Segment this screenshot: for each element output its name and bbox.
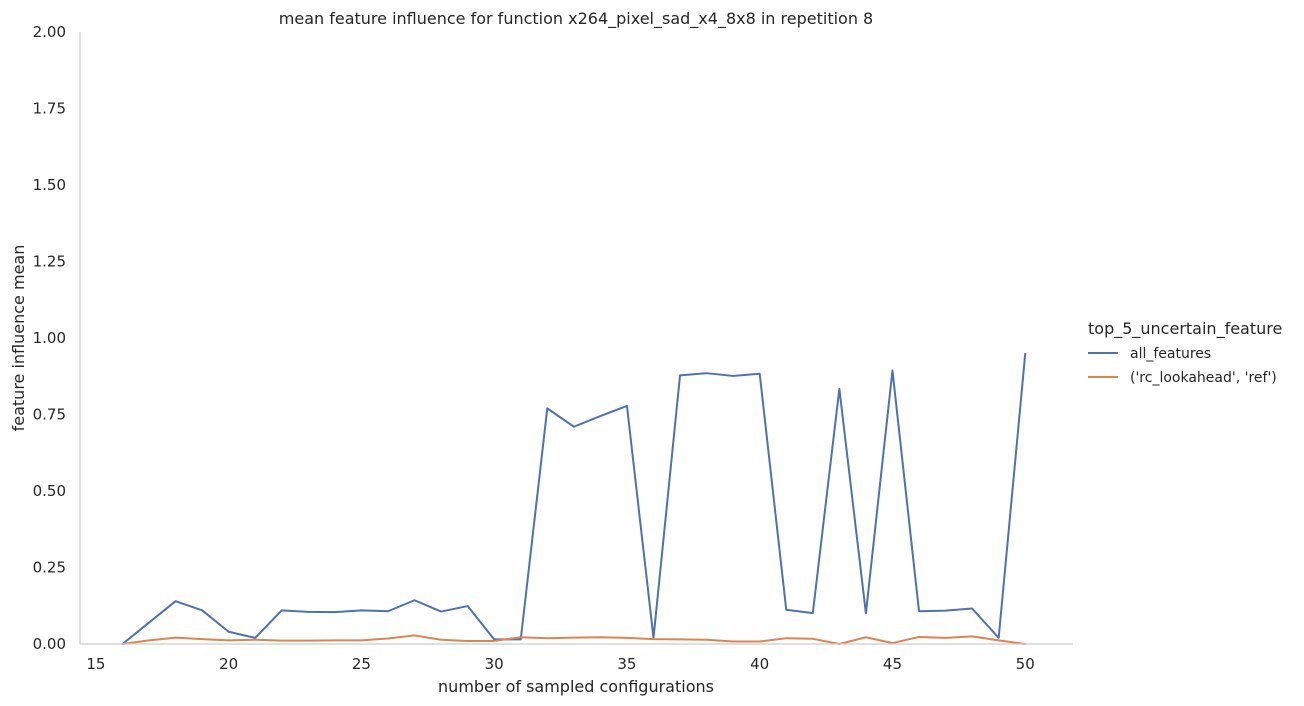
chart-title: mean feature influence for function x264…: [279, 9, 873, 29]
y-tick-label: 0.25: [33, 559, 66, 577]
x-tick-label: 45: [883, 655, 902, 673]
plot-area: [121, 352, 1027, 645]
x-axis-title: number of sampled configurations: [438, 677, 714, 696]
series-line-1: [121, 352, 1027, 645]
legend-title: top_5_uncertain_feature: [1088, 319, 1282, 339]
y-tick-label: 0.75: [33, 406, 66, 424]
x-tick-label: 30: [485, 655, 504, 673]
x-tick-label: 20: [219, 655, 238, 673]
y-tick-label: 1.50: [33, 176, 66, 194]
x-tick-label: 40: [750, 655, 769, 673]
y-tick-label: 1.00: [33, 329, 66, 347]
y-tick-label: 1.25: [33, 253, 66, 271]
x-tick-label: 25: [352, 655, 371, 673]
series-line-2: [121, 634, 1027, 645]
x-tick-label: 50: [1016, 655, 1035, 673]
y-axis: 0.00 0.25 0.50 0.75 1.00 1.25 1.50 1.75 2.00: [33, 23, 81, 653]
y-tick-label: 0.00: [33, 635, 66, 653]
x-axis: 15 20 25 30 35 40 45 50: [80, 643, 1073, 673]
y-tick-label: 0.50: [33, 482, 66, 500]
legend-label: ('rc_lookahead', 'ref'): [1130, 370, 1277, 386]
y-axis-title: feature influence mean: [9, 245, 28, 432]
x-tick-label: 35: [617, 655, 636, 673]
y-tick-label: 2.00: [33, 23, 66, 41]
y-tick-label: 1.75: [33, 100, 66, 118]
x-tick-label: 15: [86, 655, 105, 673]
legend: top_5_uncertain_feature all_features ('rc…: [1088, 319, 1282, 386]
legend-label: all_features: [1130, 346, 1211, 362]
